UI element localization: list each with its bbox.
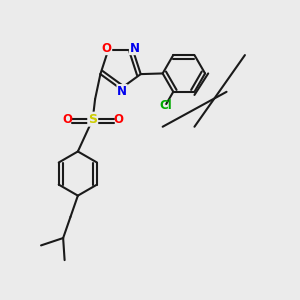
Text: S: S <box>88 113 97 126</box>
Text: O: O <box>62 113 72 126</box>
Text: N: N <box>117 85 127 98</box>
Text: O: O <box>113 113 123 126</box>
Text: O: O <box>102 41 112 55</box>
Text: Cl: Cl <box>160 99 172 112</box>
Text: N: N <box>130 41 140 55</box>
